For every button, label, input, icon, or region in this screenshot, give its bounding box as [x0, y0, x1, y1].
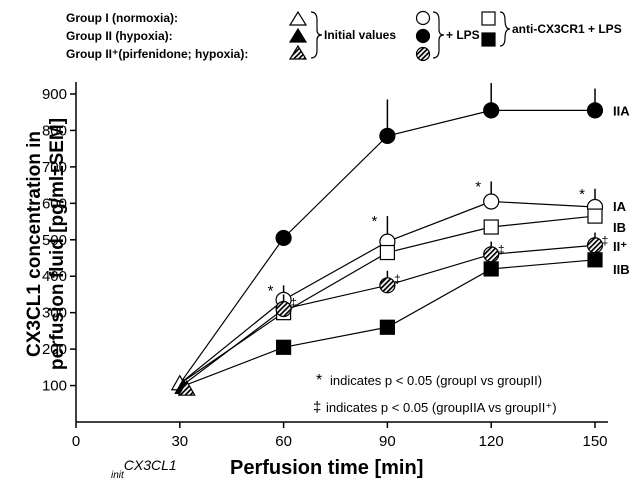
series-layer: IIA * * * * IA IB ‡ ‡ ‡ ‡ II⁺ IIB: [179, 83, 630, 388]
series-II⁺: ‡ ‡ ‡ ‡ II⁺: [179, 232, 627, 388]
y-ticks: 100 200 300 400 500 600 700 800 900: [42, 86, 76, 395]
series-label: IIB: [613, 262, 630, 277]
x-tick-label: 120: [479, 433, 504, 450]
series-label: II⁺: [613, 239, 627, 254]
series-IA: * * * * IA: [179, 178, 627, 385]
significance-mark: *: [268, 282, 274, 299]
x-tick-label: 60: [275, 433, 292, 450]
axes: 100 200 300 400 500 600 700 800 900 0 30 60 90 120 15…: [42, 82, 608, 450]
note-1-symbol: *: [316, 372, 322, 389]
x-axis-label: Perfusion time [min]: [230, 457, 423, 479]
series-IIB: IIB: [179, 252, 630, 388]
data-point-circle-hatched: [379, 277, 396, 294]
series-label: IB: [613, 220, 626, 235]
y-tick-label: 500: [42, 232, 67, 249]
init-label-main: CX3CL1: [124, 457, 177, 473]
init-label-sub: init: [111, 470, 125, 481]
data-point-circle-filled: [483, 102, 500, 119]
legend-triangle-open-icon: [288, 10, 308, 26]
y-tick-label: 300: [42, 305, 67, 322]
legend-group-2: Group II (hypoxia):: [66, 29, 173, 43]
legend-brace-initial: [310, 11, 323, 59]
note-2-symbol: ‡: [313, 399, 321, 416]
y-tick-label: 100: [42, 378, 67, 395]
data-point-circle-filled: [586, 102, 604, 119]
legend-initial-values: Initial values: [324, 28, 396, 42]
x-tick-label: 30: [171, 433, 188, 450]
data-point-square-open: [483, 219, 499, 235]
x-tick-label: 90: [379, 433, 396, 450]
series-IIA: IIA: [179, 83, 630, 385]
y-tick-label: 700: [42, 159, 67, 176]
legend: Group I (normoxia): Group II (hypoxia): …: [66, 10, 622, 62]
significance-mark: *: [371, 213, 377, 230]
significance-mark: ‡: [602, 233, 609, 247]
legend-circle-open-icon: [415, 10, 431, 26]
significance-mark: ‡: [290, 295, 297, 309]
significance-mark: ‡: [498, 243, 505, 257]
legend-square-filled-icon: [481, 32, 496, 47]
data-point-square-filled: [483, 261, 499, 277]
y-tick-label: 800: [42, 122, 67, 139]
series-label: IA: [613, 199, 627, 214]
data-point-square-filled: [587, 252, 603, 268]
data-point-square-filled: [276, 339, 292, 355]
y-axis-label-line-2: perfusion fluid [pg/ml±SEM]: [47, 118, 68, 370]
note-1-text: indicates p < 0.05 (groupI vs groupII): [330, 373, 542, 388]
significance-mark: *: [579, 186, 585, 203]
data-point-circle-hatched: [586, 237, 604, 254]
initial-markers: [170, 374, 196, 396]
significance-notes: * indicates p < 0.05 (groupI vs groupII)…: [313, 372, 557, 416]
x-tick-label: 0: [72, 433, 80, 450]
legend-group-1: Group I (normoxia):: [66, 11, 178, 25]
legend-anti: anti-CX3CR1 + LPS: [512, 22, 622, 36]
data-point-circle-filled: [379, 127, 396, 145]
data-point-triangle-hatched: [177, 379, 196, 396]
init-label: initCX3CL1: [111, 457, 177, 481]
legend-square-open-icon: [481, 11, 496, 26]
y-tick-label: 400: [42, 268, 67, 285]
data-point-circle-hatched: [483, 246, 500, 263]
y-tick-label: 200: [42, 341, 67, 358]
legend-brace-lps: [432, 11, 445, 59]
data-point-square-open: [379, 244, 395, 261]
legend-lps: + LPS: [446, 28, 480, 42]
significance-mark: *: [475, 178, 481, 195]
y-axis-label: CX3CL1 concentration in perfusion fluid […: [24, 118, 68, 370]
x-ticks: 0 30 60 90 120 150: [72, 422, 608, 450]
series-label: IIA: [613, 103, 630, 118]
legend-brace-anti: [499, 11, 511, 47]
note-2-text: indicates p < 0.05 (groupIIA vs groupII⁺…: [326, 400, 557, 415]
series-line: [179, 244, 596, 388]
data-point-square-filled: [379, 319, 395, 335]
data-point-circle-hatched: [275, 300, 292, 318]
data-point-circle-filled: [275, 229, 292, 247]
y-tick-label: 900: [42, 86, 67, 103]
data-point-square-open: [587, 208, 603, 224]
x-tick-label: 150: [582, 433, 607, 450]
legend-triangle-filled-icon: [288, 27, 308, 43]
legend-triangle-hatched-icon: [288, 44, 308, 60]
legend-group-3: Group II⁺(pirfenidone; hypoxia):: [66, 47, 248, 61]
significance-mark: ‡: [394, 272, 401, 286]
legend-circle-hatched-icon: [415, 46, 431, 62]
legend-circle-filled-icon: [415, 28, 431, 44]
y-tick-label: 600: [42, 195, 67, 212]
data-point-circle-open: [483, 193, 500, 210]
y-axis-label-line-1: CX3CL1 concentration in: [24, 131, 45, 357]
